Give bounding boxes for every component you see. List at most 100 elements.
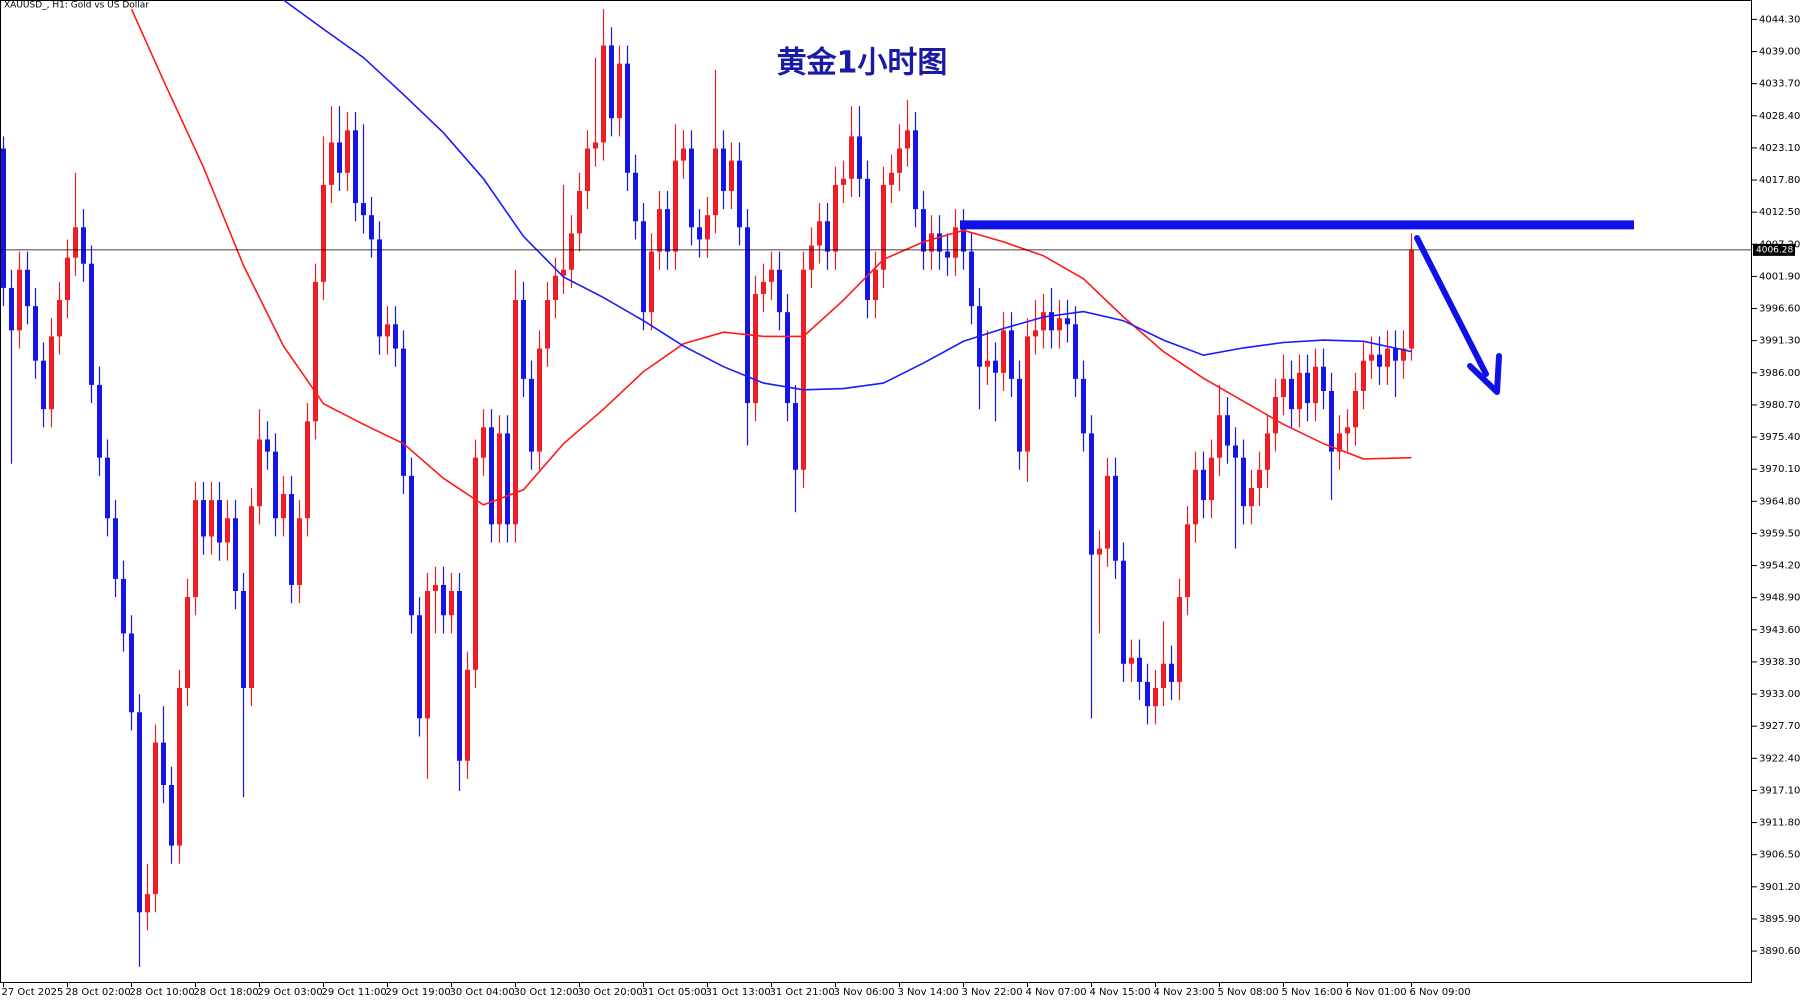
x-tick-label: 31 Oct 05:00 <box>642 987 707 998</box>
candle-body <box>177 688 182 846</box>
candle-body <box>1385 348 1390 367</box>
candle-body <box>849 136 854 179</box>
candle-body <box>305 421 310 519</box>
x-tick-label: 29 Oct 03:00 <box>258 987 323 998</box>
candle-body <box>649 251 654 313</box>
candle-body <box>673 160 678 252</box>
candle-body <box>809 245 814 270</box>
candle-body <box>817 221 822 246</box>
candle-body <box>473 457 478 670</box>
x-tick-label: 3 Nov 14:00 <box>898 987 959 998</box>
y-tick-label: 3991.30 <box>1759 336 1800 347</box>
candle-body <box>1345 427 1350 434</box>
candle-body <box>721 148 726 191</box>
y-tick-label: 3933.00 <box>1759 689 1800 700</box>
candle-body <box>1265 433 1270 470</box>
candle-body <box>601 45 606 143</box>
candle-body <box>689 148 694 228</box>
candle-body <box>1329 390 1334 452</box>
x-tick-label: 30 Oct 20:00 <box>578 987 643 998</box>
candle-body <box>1 148 6 288</box>
candle-body <box>1361 360 1366 391</box>
candle-body <box>545 300 550 349</box>
candle-body <box>489 427 494 525</box>
candle-body <box>137 712 142 913</box>
candle-body <box>1257 469 1262 488</box>
candle-body <box>753 293 758 404</box>
plot-layer <box>0 0 1752 967</box>
candle-body <box>841 178 846 185</box>
candle-body <box>401 348 406 476</box>
candle-body <box>913 130 918 210</box>
y-tick-label: 4028.40 <box>1759 111 1800 122</box>
candle-body <box>345 130 350 173</box>
candle-body <box>801 269 806 470</box>
y-tick-label: 3938.30 <box>1759 657 1800 668</box>
candle-body <box>377 239 382 337</box>
candle-body <box>25 269 30 307</box>
candle-body <box>1233 445 1238 458</box>
candle-body <box>1161 663 1166 689</box>
candle-body <box>217 500 222 543</box>
candle-body <box>225 518 230 543</box>
candle-body <box>1281 378 1286 398</box>
candle-body <box>793 403 798 470</box>
candle-body <box>1081 378 1086 434</box>
candle-body <box>409 475 414 616</box>
x-tick-label: 28 Oct 02:00 <box>66 987 131 998</box>
candle-body <box>833 184 838 252</box>
y-tick-label: 4023.10 <box>1759 143 1800 154</box>
candle-body <box>529 378 534 452</box>
candle-body <box>857 136 862 179</box>
candle-body <box>577 190 582 234</box>
x-tick-label: 29 Oct 11:00 <box>322 987 387 998</box>
candle-body <box>697 227 702 240</box>
candle-body <box>705 215 710 240</box>
moving-average-line <box>130 8 1412 506</box>
candle-body <box>169 784 174 846</box>
x-tick-label: 31 Oct 21:00 <box>770 987 835 998</box>
y-tick-label: 4033.70 <box>1759 79 1800 90</box>
y-tick-label: 3922.40 <box>1759 753 1800 764</box>
arrow-head <box>1467 353 1502 395</box>
candle-body <box>713 148 718 216</box>
candle-body <box>873 269 878 301</box>
candle-body <box>1001 330 1006 373</box>
candle-body <box>73 227 78 258</box>
x-tick-label: 4 Nov 15:00 <box>1090 987 1151 998</box>
candle-body <box>865 178 870 301</box>
candle-body <box>265 439 270 452</box>
candle-body <box>65 257 70 301</box>
candle-body <box>681 148 686 161</box>
candle-body <box>889 172 894 185</box>
candle-body <box>1129 657 1134 664</box>
candle-body <box>625 63 630 173</box>
candle-body <box>273 451 278 519</box>
candle-body <box>505 433 510 525</box>
y-tick-label: 3901.20 <box>1759 882 1800 893</box>
candle-body <box>385 324 390 337</box>
candle-body <box>569 233 574 270</box>
candle-body <box>337 142 342 173</box>
y-tick-label: 3954.20 <box>1759 561 1800 572</box>
candle-body <box>537 348 542 452</box>
candle-body <box>17 269 22 331</box>
candle-body <box>249 506 254 689</box>
candle-body <box>241 591 246 689</box>
candle-body <box>1289 378 1294 410</box>
candle-body <box>185 597 190 689</box>
x-tick-label: 4 Nov 23:00 <box>1154 987 1215 998</box>
x-tick-label: 28 Oct 18:00 <box>194 987 259 998</box>
candle-body <box>297 518 302 585</box>
y-tick-label: 4017.80 <box>1759 175 1800 186</box>
candle-body <box>609 45 614 119</box>
candle-body <box>153 742 158 895</box>
candle-body <box>777 269 782 313</box>
candle-body <box>1409 249 1414 349</box>
candle-body <box>1009 330 1014 379</box>
candle-body <box>369 215 374 240</box>
candle-body <box>1305 372 1310 404</box>
x-tick-label: 3 Nov 06:00 <box>834 987 895 998</box>
y-tick-label: 3964.80 <box>1759 496 1800 507</box>
